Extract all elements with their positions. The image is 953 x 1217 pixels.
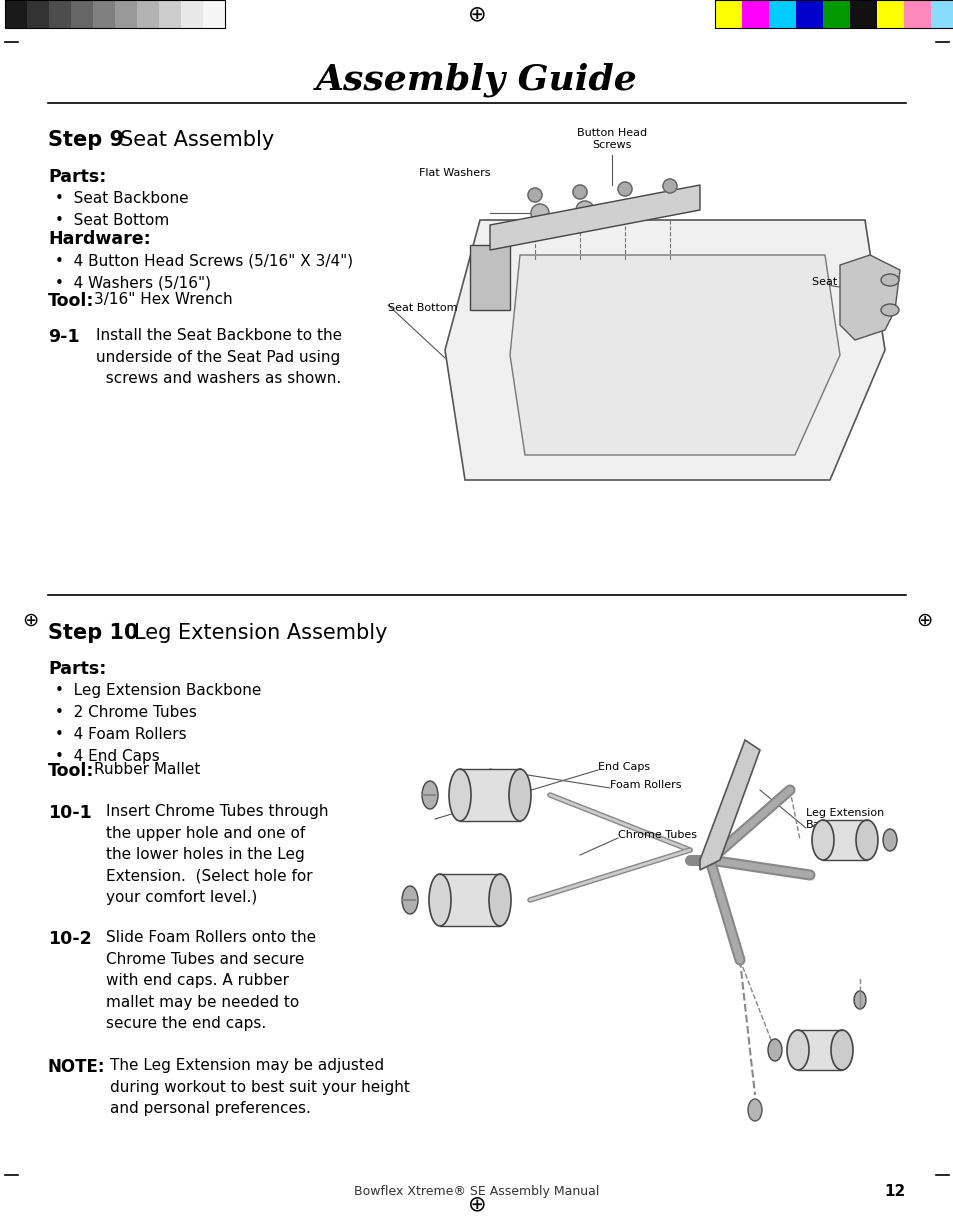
Polygon shape xyxy=(470,245,510,310)
Text: •  Seat Backbone: • Seat Backbone xyxy=(55,191,189,206)
Bar xyxy=(115,0,137,28)
Ellipse shape xyxy=(882,829,896,851)
Bar xyxy=(795,0,822,28)
Ellipse shape xyxy=(830,1030,852,1070)
Bar xyxy=(5,0,225,28)
Circle shape xyxy=(576,201,594,219)
Text: 3/16" Hex Wrench: 3/16" Hex Wrench xyxy=(94,292,233,307)
Bar xyxy=(714,0,741,28)
Ellipse shape xyxy=(429,874,451,926)
Bar xyxy=(822,820,867,860)
Bar xyxy=(714,0,953,28)
Text: Slide Foam Rollers onto the
Chrome Tubes and secure
with end caps. A rubber
mall: Slide Foam Rollers onto the Chrome Tubes… xyxy=(106,930,315,1031)
Text: •  4 Washers (5/16"): • 4 Washers (5/16") xyxy=(55,275,211,290)
Text: Step 10: Step 10 xyxy=(48,623,138,643)
Ellipse shape xyxy=(401,886,417,914)
Text: Screws: Screws xyxy=(592,140,631,150)
Text: 10-1: 10-1 xyxy=(48,804,91,821)
Text: Hardware:: Hardware: xyxy=(48,230,151,248)
Ellipse shape xyxy=(449,769,471,821)
Bar xyxy=(797,1030,842,1070)
Bar xyxy=(137,0,159,28)
Bar xyxy=(930,0,953,28)
Polygon shape xyxy=(510,256,840,455)
Text: •  4 Button Head Screws (5/16" X 3/4"): • 4 Button Head Screws (5/16" X 3/4") xyxy=(55,253,353,268)
Bar xyxy=(439,874,499,926)
Ellipse shape xyxy=(853,991,865,1009)
Bar xyxy=(849,0,876,28)
Bar xyxy=(903,0,930,28)
Bar xyxy=(459,769,519,821)
Text: Assembly Guide: Assembly Guide xyxy=(315,63,638,97)
Ellipse shape xyxy=(767,1039,781,1061)
Text: Seat Bottom: Seat Bottom xyxy=(388,303,457,313)
Text: 12: 12 xyxy=(883,1184,905,1200)
Ellipse shape xyxy=(421,781,437,809)
Text: Insert Chrome Tubes through
the upper hole and one of
the lower holes in the Leg: Insert Chrome Tubes through the upper ho… xyxy=(106,804,328,905)
Text: Tool:: Tool: xyxy=(48,762,94,780)
Bar xyxy=(5,0,27,28)
Bar xyxy=(768,0,795,28)
Ellipse shape xyxy=(489,874,511,926)
Ellipse shape xyxy=(880,304,898,316)
Ellipse shape xyxy=(509,769,531,821)
Text: ⊕: ⊕ xyxy=(467,4,486,24)
Text: Bowflex Xtreme® SE Assembly Manual: Bowflex Xtreme® SE Assembly Manual xyxy=(354,1185,599,1199)
Text: End Caps: End Caps xyxy=(598,762,649,772)
Bar xyxy=(822,0,849,28)
Bar xyxy=(27,0,49,28)
Polygon shape xyxy=(490,185,700,249)
Circle shape xyxy=(531,204,548,221)
Text: •  2 Chrome Tubes: • 2 Chrome Tubes xyxy=(55,705,196,720)
Ellipse shape xyxy=(855,820,877,860)
Ellipse shape xyxy=(811,820,833,860)
Bar xyxy=(71,0,92,28)
Polygon shape xyxy=(700,740,760,870)
Text: Parts:: Parts: xyxy=(48,660,107,678)
Bar xyxy=(741,0,768,28)
Circle shape xyxy=(662,179,677,194)
Text: Seat Assembly: Seat Assembly xyxy=(120,130,274,150)
Ellipse shape xyxy=(786,1030,808,1070)
Text: Leg Extension: Leg Extension xyxy=(805,808,883,818)
Polygon shape xyxy=(444,220,884,479)
Text: Flat Washers: Flat Washers xyxy=(418,168,490,178)
Text: Parts:: Parts: xyxy=(48,168,107,186)
Text: Tool:: Tool: xyxy=(48,292,94,310)
Circle shape xyxy=(527,187,541,202)
Bar xyxy=(181,0,203,28)
Text: Rubber Mallet: Rubber Mallet xyxy=(94,762,200,776)
Text: Install the Seat Backbone to the
underside of the Seat Pad using
  screws and wa: Install the Seat Backbone to the undersi… xyxy=(96,329,342,386)
Text: Step 9: Step 9 xyxy=(48,130,124,150)
Text: Button Head: Button Head xyxy=(577,128,646,138)
Bar xyxy=(92,0,115,28)
Text: •  4 Foam Rollers: • 4 Foam Rollers xyxy=(55,727,187,742)
Circle shape xyxy=(573,185,586,200)
Text: ⊕: ⊕ xyxy=(915,611,931,629)
Text: Leg Extension Assembly: Leg Extension Assembly xyxy=(133,623,387,643)
Ellipse shape xyxy=(880,274,898,286)
Text: Chrome Tubes: Chrome Tubes xyxy=(618,830,697,840)
Text: NOTE:: NOTE: xyxy=(48,1058,106,1076)
Text: ⊕: ⊕ xyxy=(467,1194,486,1215)
Text: Foam Rollers: Foam Rollers xyxy=(609,780,680,790)
Text: 9-1: 9-1 xyxy=(48,329,79,346)
Bar xyxy=(876,0,903,28)
Ellipse shape xyxy=(747,1099,761,1121)
Bar xyxy=(203,0,225,28)
Text: Seat Backbone: Seat Backbone xyxy=(811,277,895,287)
Bar xyxy=(159,0,181,28)
Text: Backbone: Backbone xyxy=(805,820,860,830)
Text: •  4 End Caps: • 4 End Caps xyxy=(55,748,159,764)
Text: •  Seat Bottom: • Seat Bottom xyxy=(55,213,169,228)
Text: •  Leg Extension Backbone: • Leg Extension Backbone xyxy=(55,683,261,699)
Bar xyxy=(49,0,71,28)
Circle shape xyxy=(618,183,631,196)
Text: ⊕: ⊕ xyxy=(22,611,38,629)
Polygon shape xyxy=(840,256,899,340)
Text: 10-2: 10-2 xyxy=(48,930,91,948)
Text: The Leg Extension may be adjusted
during workout to best suit your height
and pe: The Leg Extension may be adjusted during… xyxy=(110,1058,410,1116)
